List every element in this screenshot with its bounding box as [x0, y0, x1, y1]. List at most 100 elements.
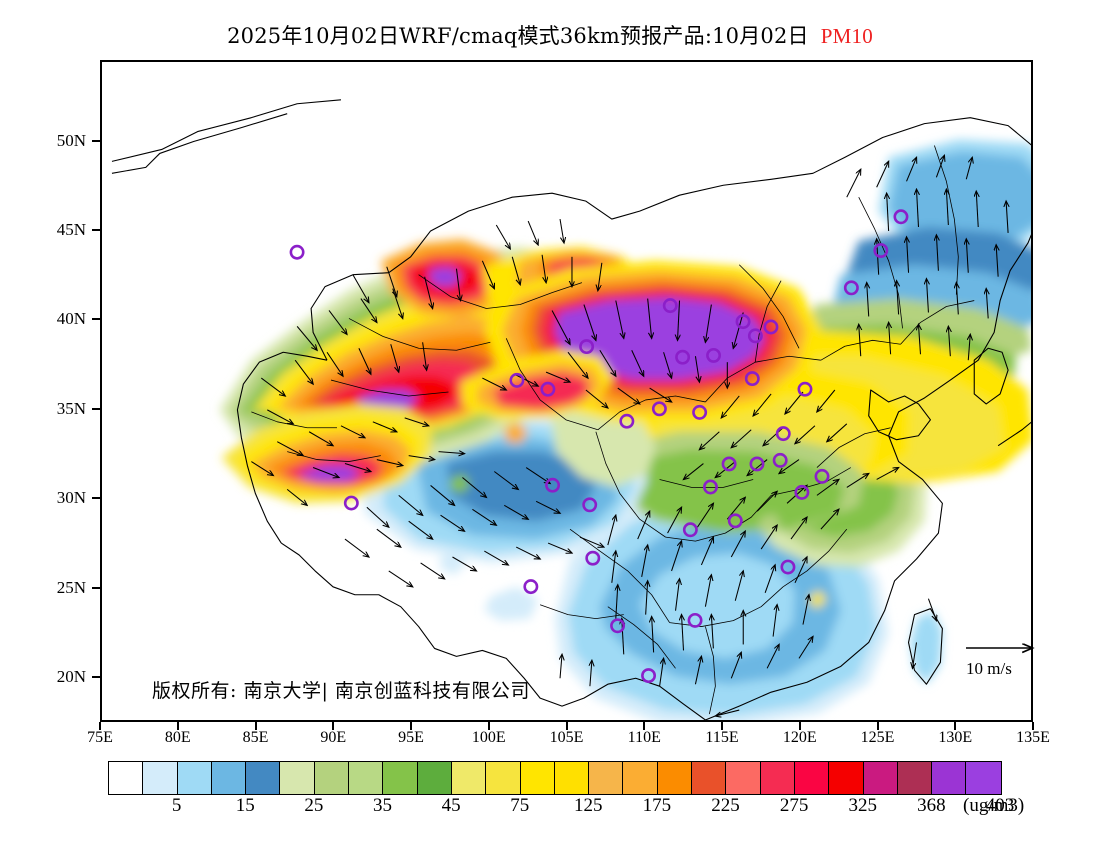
station-marker[interactable] — [735, 314, 751, 330]
x-axis-tick-label: 115E — [705, 729, 739, 746]
station-marker[interactable] — [797, 381, 813, 397]
station-marker[interactable] — [763, 319, 779, 335]
colorbar-cell[interactable] — [589, 762, 624, 794]
wind-scale-legend: 10 m/s — [958, 637, 1048, 678]
station-marker[interactable] — [289, 244, 305, 260]
y-axis-tick-mark — [92, 318, 100, 321]
x-axis-tick-mark — [643, 722, 646, 730]
station-marker[interactable] — [780, 559, 796, 575]
colorbar-cell[interactable] — [383, 762, 418, 794]
station-marker[interactable] — [610, 618, 626, 634]
station-marker[interactable] — [582, 497, 598, 513]
station-marker[interactable] — [619, 413, 635, 429]
y-axis-tick-mark — [92, 586, 100, 589]
station-marker[interactable] — [794, 484, 810, 500]
station-markers[interactable] — [289, 209, 909, 684]
station-marker[interactable] — [675, 349, 691, 365]
colorbar-cell[interactable] — [554, 762, 590, 794]
station-marker[interactable] — [749, 456, 765, 472]
station-marker[interactable] — [814, 468, 830, 484]
station-marker[interactable] — [747, 328, 763, 344]
x-axis-tick-mark — [798, 722, 801, 730]
station-marker[interactable] — [523, 579, 539, 595]
colorbar-tick-label: 45 — [441, 795, 461, 816]
colorbar-cell[interactable] — [177, 762, 212, 794]
colorbar-cell[interactable] — [280, 762, 315, 794]
station-marker[interactable] — [343, 495, 359, 511]
colorbar-cell[interactable] — [657, 762, 693, 794]
page-title: 2025年10月02日WRF/cmaq模式36km预报产品:10月02日 PM10 — [0, 20, 1100, 50]
colorbar-tick-label: 25 — [304, 795, 324, 816]
colorbar-cell[interactable] — [417, 762, 452, 794]
colorbar-cell[interactable] — [726, 762, 761, 794]
colorbar-cell[interactable] — [520, 762, 555, 794]
colorbar-cell[interactable] — [863, 762, 898, 794]
y-axis-tick-label: 20N — [56, 667, 86, 687]
x-axis-tick-label: 95E — [398, 729, 424, 746]
y-axis-tick-label: 30N — [56, 488, 86, 508]
colorbar-cell[interactable] — [692, 762, 727, 794]
y-axis-tick-label: 40N — [56, 309, 86, 329]
colorbar-cell[interactable] — [314, 762, 350, 794]
station-marker[interactable] — [775, 426, 791, 442]
station-marker[interactable] — [641, 668, 657, 684]
map-canvas — [111, 99, 1031, 720]
x-axis-tick-label: 130E — [938, 729, 973, 746]
colorbar-cell[interactable] — [486, 762, 521, 794]
colorbar-cell[interactable] — [623, 762, 658, 794]
station-marker[interactable] — [727, 513, 743, 529]
station-marker[interactable] — [662, 298, 678, 314]
station-marker[interactable] — [721, 456, 737, 472]
station-marker[interactable] — [873, 243, 889, 259]
colorbar-tick-label: 125 — [574, 795, 603, 816]
wind-scale-arrow-icon — [966, 637, 1048, 661]
station-marker[interactable] — [682, 522, 698, 538]
colorbar-unit-label: (ug/m3) — [963, 795, 1025, 816]
colorbar-cell[interactable] — [897, 762, 933, 794]
station-marker[interactable] — [843, 280, 859, 296]
colorbar-tick-label: 403 — [985, 795, 1015, 816]
colorbar-cell[interactable] — [966, 762, 1001, 794]
colorbar-cell[interactable] — [829, 762, 864, 794]
x-axis-tick-mark — [410, 722, 412, 730]
x-axis-tick-label: 90E — [320, 729, 347, 746]
x-axis-tick-mark — [1032, 722, 1034, 730]
colorbar-cell[interactable] — [932, 762, 967, 794]
station-marker[interactable] — [579, 339, 595, 355]
station-marker[interactable] — [744, 371, 760, 387]
colorbar-cell[interactable] — [246, 762, 281, 794]
colorbar[interactable] — [108, 761, 1002, 795]
station-marker[interactable] — [692, 404, 708, 420]
colorbar-cell[interactable] — [451, 762, 487, 794]
station-marker[interactable] — [772, 452, 788, 468]
station-marker[interactable] — [509, 372, 525, 388]
x-axis-tick-mark — [176, 722, 179, 730]
colorbar-cell[interactable] — [109, 762, 144, 794]
colorbar-cell[interactable] — [349, 762, 384, 794]
colorbar-cell[interactable] — [794, 762, 830, 794]
y-axis-tick-mark — [92, 139, 100, 142]
station-marker[interactable] — [540, 381, 556, 397]
colorbar-tick-label: 75 — [510, 795, 530, 816]
station-marker[interactable] — [585, 550, 601, 566]
y-axis-tick-label: 35N — [56, 398, 86, 418]
x-axis-tick-label: 105E — [549, 729, 584, 746]
colorbar-tick-label: 275 — [779, 795, 809, 816]
title-species-label: PM10 — [820, 24, 873, 48]
colorbar-cell[interactable] — [143, 762, 178, 794]
x-axis-tick-label: 75E — [87, 729, 113, 746]
y-axis-tick-mark — [92, 676, 100, 679]
y-axis-tick-label: 25N — [56, 577, 86, 597]
station-marker[interactable] — [651, 401, 667, 417]
station-marker[interactable] — [893, 209, 909, 225]
x-axis-tick-mark — [487, 722, 490, 730]
station-marker[interactable] — [703, 479, 718, 495]
map-plot-area[interactable] — [100, 60, 1033, 722]
colorbar-cell[interactable] — [211, 762, 247, 794]
station-marker[interactable] — [545, 477, 561, 493]
station-marker[interactable] — [706, 347, 722, 363]
station-marker[interactable] — [687, 612, 703, 628]
colorbar-cell[interactable] — [760, 762, 795, 794]
x-axis-tick-mark — [99, 722, 101, 730]
x-axis-tick-label: 80E — [164, 729, 191, 746]
